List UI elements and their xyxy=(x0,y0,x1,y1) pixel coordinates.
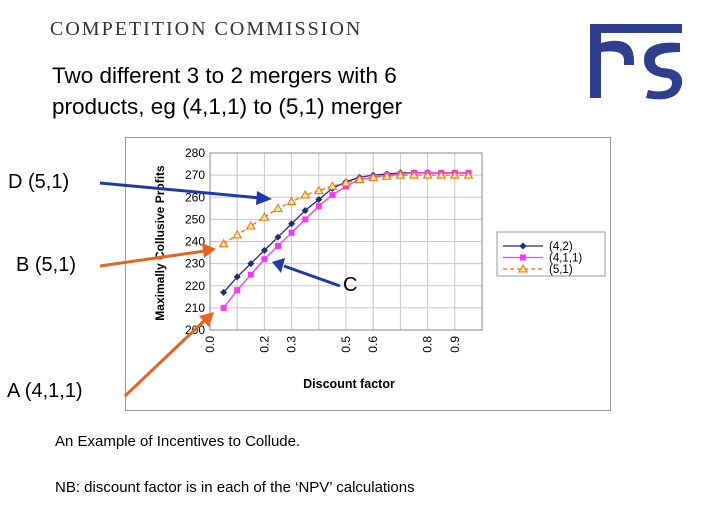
data-point xyxy=(220,288,228,296)
organization-header: COMPETITION COMMISSION xyxy=(50,18,363,40)
y-tick-label: 280 xyxy=(185,146,205,160)
data-point xyxy=(234,287,241,294)
data-point xyxy=(301,207,309,215)
callout-a: A (4,1,1) xyxy=(7,380,83,402)
title-line-2: products, eg (4,1,1) to (5,1) merger xyxy=(52,94,403,119)
data-point xyxy=(422,170,433,179)
data-point xyxy=(220,304,227,311)
callout-c: C xyxy=(343,274,358,296)
data-point xyxy=(327,181,338,190)
title-line-1: Two different 3 to 2 mergers with 6 xyxy=(52,63,397,88)
data-point xyxy=(275,242,281,249)
data-point xyxy=(302,216,309,223)
slide-title: Two different 3 to 2 mergers with 6 prod… xyxy=(52,60,572,122)
callout-d: D (5,1) xyxy=(8,171,70,193)
data-point xyxy=(449,170,460,179)
y-tick-label: 240 xyxy=(185,235,205,249)
data-point xyxy=(313,185,324,195)
y-tick-labels: 200210220230240250260270280 xyxy=(185,146,205,337)
data-point xyxy=(463,170,474,179)
legend-box xyxy=(496,231,606,277)
data-point xyxy=(354,174,365,184)
data-point xyxy=(436,170,447,179)
data-point xyxy=(315,203,322,210)
data-point xyxy=(315,195,323,203)
data-point xyxy=(300,190,311,199)
x-tick-label: 0.8 xyxy=(421,336,435,353)
data-point xyxy=(286,196,297,206)
y-tick-label: 210 xyxy=(185,301,205,315)
data-point xyxy=(261,256,268,263)
commission-logo-icon xyxy=(590,24,683,100)
legend-marker xyxy=(519,242,527,250)
data-point xyxy=(341,177,351,187)
y-axis-label: Maximally Collusive Profits xyxy=(153,165,167,321)
legend-label: (4,1,1) xyxy=(549,253,582,265)
callout-b: B (5,1) xyxy=(16,254,77,276)
data-point xyxy=(247,260,255,268)
data-point xyxy=(274,233,282,241)
data-point xyxy=(288,220,296,228)
arrow-a xyxy=(123,312,214,398)
arrow-b xyxy=(99,243,216,268)
data-point xyxy=(288,229,295,236)
y-tick-label: 220 xyxy=(185,279,205,293)
x-axis-label: Discount factor xyxy=(303,377,395,391)
data-point xyxy=(409,170,419,179)
data-point xyxy=(218,238,229,248)
y-tick-label: 270 xyxy=(185,168,205,182)
legend-label: (5,1) xyxy=(549,264,573,276)
x-tick-label: 0.6 xyxy=(366,336,380,353)
legend-marker xyxy=(520,254,526,261)
chart-caption: An Example of Incentives to Collude. xyxy=(55,433,301,450)
data-point xyxy=(329,192,336,199)
data-point xyxy=(245,221,256,230)
data-point xyxy=(273,203,283,212)
x-tick-label: 0.3 xyxy=(285,336,299,353)
legend-label: (4,2) xyxy=(549,241,573,253)
arrow-c xyxy=(272,258,341,288)
x-tick-label: 0.5 xyxy=(339,336,353,353)
y-tick-label: 250 xyxy=(185,212,205,226)
x-tick-label: 0.2 xyxy=(257,336,271,353)
data-point xyxy=(381,171,392,180)
y-tick-label: 230 xyxy=(185,257,205,271)
x-tick-label: 0.9 xyxy=(448,336,462,353)
data-point xyxy=(247,271,254,278)
x-tick-labels: 0.0 0.2 0.3 0.5 0.6 0.8 0.9 xyxy=(203,336,462,353)
x-tick-label: 0.0 xyxy=(203,336,217,353)
chart-legend: (4,2)(4,1,1)(5,1) xyxy=(496,231,606,277)
arrow-d xyxy=(99,181,272,205)
footnote: NB: discount factor is in each of the ‘N… xyxy=(55,479,415,496)
data-point xyxy=(259,212,270,221)
data-point xyxy=(260,246,268,254)
legend-marker xyxy=(518,263,528,273)
data-point xyxy=(368,172,379,181)
data-point xyxy=(233,273,241,281)
data-point xyxy=(232,229,243,239)
data-point xyxy=(395,170,406,179)
chart-series xyxy=(218,169,474,311)
plot-area-border xyxy=(209,152,483,331)
